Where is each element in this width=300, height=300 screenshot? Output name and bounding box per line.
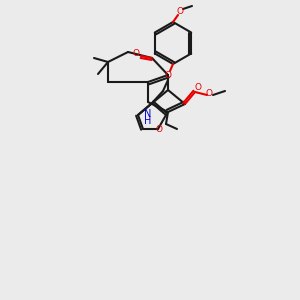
Text: O: O: [164, 71, 172, 80]
Text: N: N: [144, 109, 152, 119]
Text: O: O: [155, 125, 163, 134]
Text: O: O: [176, 8, 184, 16]
Text: O: O: [194, 83, 202, 92]
Text: O: O: [133, 49, 140, 58]
Text: H: H: [144, 116, 152, 126]
Text: O: O: [206, 89, 212, 98]
